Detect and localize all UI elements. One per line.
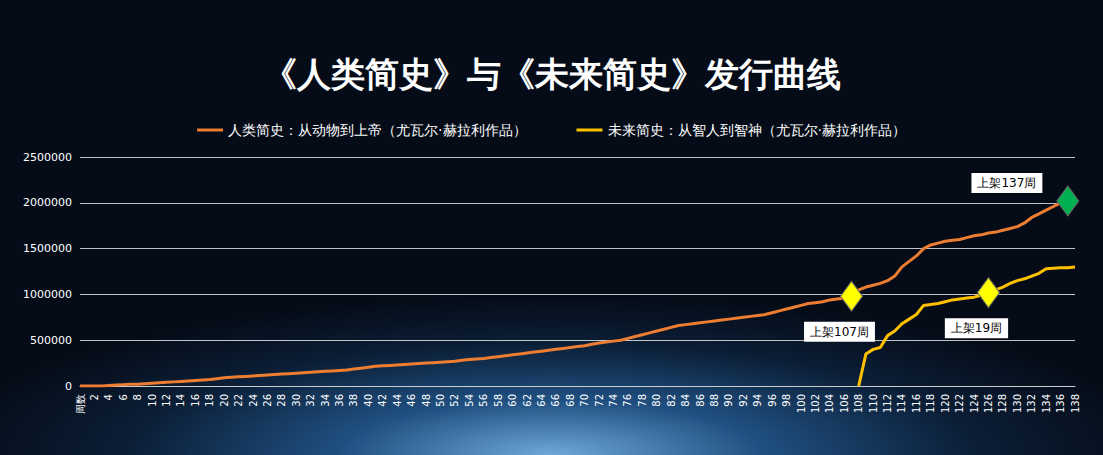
svg-text:104: 104 <box>824 394 835 413</box>
svg-text:78: 78 <box>637 394 648 407</box>
svg-text:24: 24 <box>248 394 259 407</box>
svg-text:60: 60 <box>507 394 518 407</box>
svg-text:18: 18 <box>204 394 215 407</box>
svg-text:100: 100 <box>796 394 807 413</box>
svg-text:134: 134 <box>1041 394 1052 413</box>
svg-text:102: 102 <box>810 394 821 413</box>
svg-text:20: 20 <box>219 394 230 407</box>
svg-text:66: 66 <box>550 394 561 407</box>
svg-text:90: 90 <box>723 394 734 407</box>
svg-text:上架107周: 上架107周 <box>810 325 869 339</box>
svg-text:46: 46 <box>406 394 417 407</box>
svg-text:52: 52 <box>449 394 460 407</box>
svg-text:118: 118 <box>925 394 936 413</box>
svg-text:2500000: 2500000 <box>23 151 72 164</box>
svg-text:2000000: 2000000 <box>23 196 72 209</box>
svg-text:上架137周: 上架137周 <box>977 176 1036 190</box>
svg-text:76: 76 <box>622 394 633 407</box>
svg-text:28: 28 <box>276 394 287 407</box>
svg-text:120: 120 <box>940 394 951 413</box>
svg-text:96: 96 <box>767 394 778 407</box>
svg-text:106: 106 <box>839 394 850 413</box>
svg-text:82: 82 <box>666 394 677 407</box>
svg-text:108: 108 <box>853 394 864 413</box>
svg-text:44: 44 <box>392 394 403 407</box>
svg-text:84: 84 <box>680 394 691 407</box>
svg-text:8: 8 <box>132 394 143 400</box>
svg-text:22: 22 <box>233 394 244 407</box>
svg-text:126: 126 <box>983 394 994 413</box>
svg-text:500000: 500000 <box>30 334 72 347</box>
svg-text:人类简史：从动物到上帝（尤瓦尔·赫拉利作品）: 人类简史：从动物到上帝（尤瓦尔·赫拉利作品） <box>228 122 526 138</box>
svg-text:34: 34 <box>320 394 331 407</box>
svg-text:116: 116 <box>911 394 922 413</box>
svg-text:《人类简史》与《未来简史》发行曲线: 《人类简史》与《未来简史》发行曲线 <box>263 54 841 94</box>
svg-text:80: 80 <box>651 394 662 407</box>
svg-text:70: 70 <box>579 394 590 407</box>
svg-text:92: 92 <box>738 394 749 407</box>
svg-text:16: 16 <box>190 394 201 407</box>
svg-text:32: 32 <box>305 394 316 407</box>
svg-text:136: 136 <box>1055 394 1066 413</box>
svg-text:138: 138 <box>1070 394 1081 413</box>
svg-text:上架19周: 上架19周 <box>951 321 1002 335</box>
svg-text:110: 110 <box>868 394 879 413</box>
svg-text:64: 64 <box>536 394 547 407</box>
svg-text:132: 132 <box>1026 394 1037 413</box>
svg-text:1000000: 1000000 <box>23 288 72 301</box>
svg-text:94: 94 <box>752 394 763 407</box>
svg-text:114: 114 <box>896 394 907 413</box>
svg-text:86: 86 <box>695 394 706 407</box>
svg-text:26: 26 <box>262 394 273 407</box>
svg-text:6: 6 <box>118 394 129 400</box>
svg-text:112: 112 <box>882 394 893 413</box>
svg-text:74: 74 <box>608 394 619 407</box>
svg-text:48: 48 <box>421 394 432 407</box>
svg-text:50: 50 <box>435 394 446 407</box>
svg-text:14: 14 <box>175 394 186 407</box>
svg-text:30: 30 <box>291 394 302 407</box>
svg-text:2: 2 <box>89 394 100 400</box>
svg-text:周数: 周数 <box>75 394 86 414</box>
svg-text:4: 4 <box>103 394 114 400</box>
svg-text:88: 88 <box>709 394 720 407</box>
svg-text:0: 0 <box>65 380 72 393</box>
svg-text:98: 98 <box>781 394 792 407</box>
svg-text:38: 38 <box>348 394 359 407</box>
svg-text:68: 68 <box>565 394 576 407</box>
svg-text:1500000: 1500000 <box>23 242 72 255</box>
svg-text:40: 40 <box>363 394 374 407</box>
svg-text:未来简史：从智人到智神（尤瓦尔·赫拉利作品）: 未来简史：从智人到智神（尤瓦尔·赫拉利作品） <box>608 122 906 138</box>
svg-text:72: 72 <box>594 394 605 407</box>
svg-text:58: 58 <box>493 394 504 407</box>
svg-text:12: 12 <box>161 394 172 407</box>
svg-text:54: 54 <box>464 394 475 407</box>
svg-text:42: 42 <box>377 394 388 407</box>
svg-text:122: 122 <box>954 394 965 413</box>
svg-text:36: 36 <box>334 394 345 407</box>
svg-text:62: 62 <box>522 394 533 407</box>
svg-text:10: 10 <box>147 394 158 407</box>
svg-text:130: 130 <box>1012 394 1023 413</box>
svg-text:128: 128 <box>997 394 1008 413</box>
svg-text:56: 56 <box>478 394 489 407</box>
svg-text:124: 124 <box>969 394 980 413</box>
